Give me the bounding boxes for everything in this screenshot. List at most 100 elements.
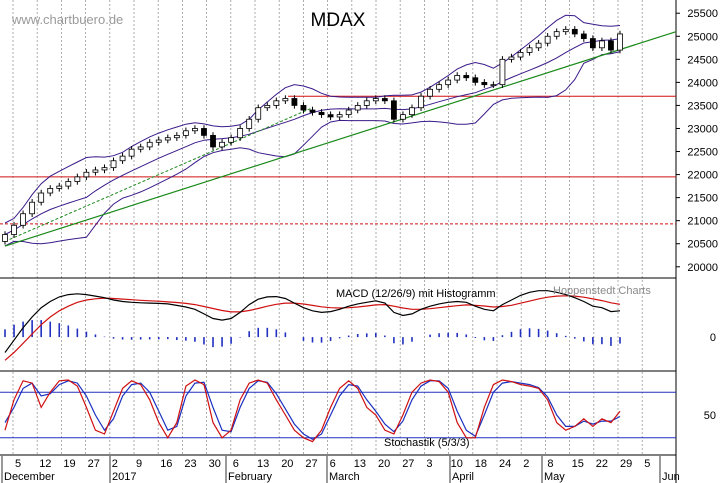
price-y-tick-label: 23500 — [687, 100, 718, 112]
x-tick-label: 30 — [209, 458, 221, 470]
candle-body — [372, 98, 379, 102]
candle-body — [219, 141, 225, 148]
chart-title: MDAX — [311, 10, 366, 31]
candle-body — [56, 185, 63, 189]
month-label: April — [452, 471, 474, 483]
price-y-tick-label: 21000 — [687, 216, 718, 228]
price-y-tick-label: 23000 — [687, 123, 718, 135]
x-tick-label: 13 — [257, 458, 269, 470]
x-tick-label: 6 — [330, 458, 336, 470]
stochastic-panel — [0, 379, 676, 443]
candle-body — [65, 181, 72, 187]
candle-body — [327, 114, 334, 118]
price-y-tick-label: 20000 — [687, 262, 718, 274]
stochastic-k-line — [4, 379, 621, 443]
candle-body — [553, 31, 560, 37]
bollinger-lower-line — [4, 51, 621, 247]
candle-body — [74, 176, 81, 182]
candle-body — [562, 28, 569, 33]
candle-body — [210, 134, 216, 148]
bollinger-upper-line — [4, 14, 621, 224]
candle-body — [20, 213, 26, 226]
trend-line — [4, 31, 677, 247]
trend-line-dashed — [4, 107, 313, 242]
candle-body — [409, 107, 415, 116]
candle-body — [499, 58, 506, 86]
candle-body — [291, 98, 298, 106]
candle-body — [173, 134, 180, 139]
x-tick-label: 27 — [88, 458, 100, 470]
x-tick-label: 27 — [402, 458, 414, 470]
candle-body — [137, 146, 144, 150]
candle-body — [336, 114, 343, 118]
candle-body — [418, 95, 424, 109]
candle-body — [400, 114, 406, 120]
price-y-tick-label: 21500 — [687, 193, 718, 205]
x-tick-label: 22 — [596, 458, 608, 470]
candle-body — [282, 98, 289, 102]
candle-body — [354, 105, 361, 111]
candle-body — [29, 201, 36, 215]
candle-body — [508, 56, 515, 60]
candle-body — [544, 35, 551, 44]
x-tick-label: 29 — [620, 458, 632, 470]
price-y-tick-label: 20500 — [687, 239, 718, 251]
vertical-gridlines — [12, 0, 643, 455]
x-tick-label: 8 — [547, 458, 553, 470]
candle-body — [436, 84, 443, 90]
x-tick-label: 9 — [136, 458, 142, 470]
candle-body — [589, 38, 596, 49]
candle-body — [445, 79, 452, 86]
candle-body — [300, 105, 307, 111]
price-y-tick-label: 25000 — [687, 31, 718, 43]
price-y-tick-label: 24000 — [687, 77, 718, 89]
candle-body — [273, 100, 280, 106]
macd-y-tick-label: 0 — [710, 332, 716, 344]
candle-body — [155, 139, 162, 143]
x-tick-label: 27 — [305, 458, 317, 470]
candle-body — [11, 224, 17, 235]
axis-labels: 2000020500210002150022000225002300023500… — [1, 8, 718, 483]
stochastic-label: Stochastik (5/3/3) — [384, 437, 470, 449]
x-tick-label: 16 — [160, 458, 172, 470]
candle-body — [246, 118, 253, 129]
candle-body — [427, 88, 433, 97]
x-tick-label: 10 — [451, 458, 463, 470]
candle-body — [517, 52, 524, 58]
watermark: www.chartbuero.de — [11, 12, 123, 27]
candle-body — [363, 100, 370, 106]
candle-body — [381, 98, 388, 102]
candle-body — [192, 128, 198, 132]
candle-body — [47, 188, 54, 194]
price-y-tick-label: 25500 — [687, 8, 718, 20]
x-tick-label: 18 — [475, 458, 487, 470]
x-tick-label: 13 — [354, 458, 366, 470]
candle-body — [309, 109, 316, 113]
x-tick-label: 2 — [523, 458, 529, 470]
month-label: Jun — [662, 471, 680, 483]
x-tick-label: 24 — [499, 458, 511, 470]
price-panel — [0, 14, 677, 247]
candle-body — [2, 234, 8, 242]
price-y-tick-label: 22000 — [687, 170, 718, 182]
candle-body — [463, 75, 470, 79]
candle-body — [228, 137, 235, 143]
candle-body — [119, 155, 126, 162]
x-tick-label: 3 — [426, 458, 432, 470]
x-tick-label: 19 — [63, 458, 75, 470]
candle-body — [128, 148, 135, 157]
candle-body — [535, 42, 542, 49]
x-tick-label: 20 — [281, 458, 293, 470]
candle-body — [255, 107, 262, 120]
x-tick-label: 12 — [39, 458, 51, 470]
candle-body — [345, 109, 352, 116]
candle-body — [92, 169, 99, 173]
candle-body — [490, 84, 497, 87]
candle-body — [481, 81, 488, 86]
source-label: Hoppenstedt Charts — [553, 285, 651, 297]
x-tick-label: 2 — [112, 458, 118, 470]
candle-body — [38, 192, 45, 203]
candle-body — [110, 160, 117, 169]
month-label: March — [329, 471, 360, 483]
